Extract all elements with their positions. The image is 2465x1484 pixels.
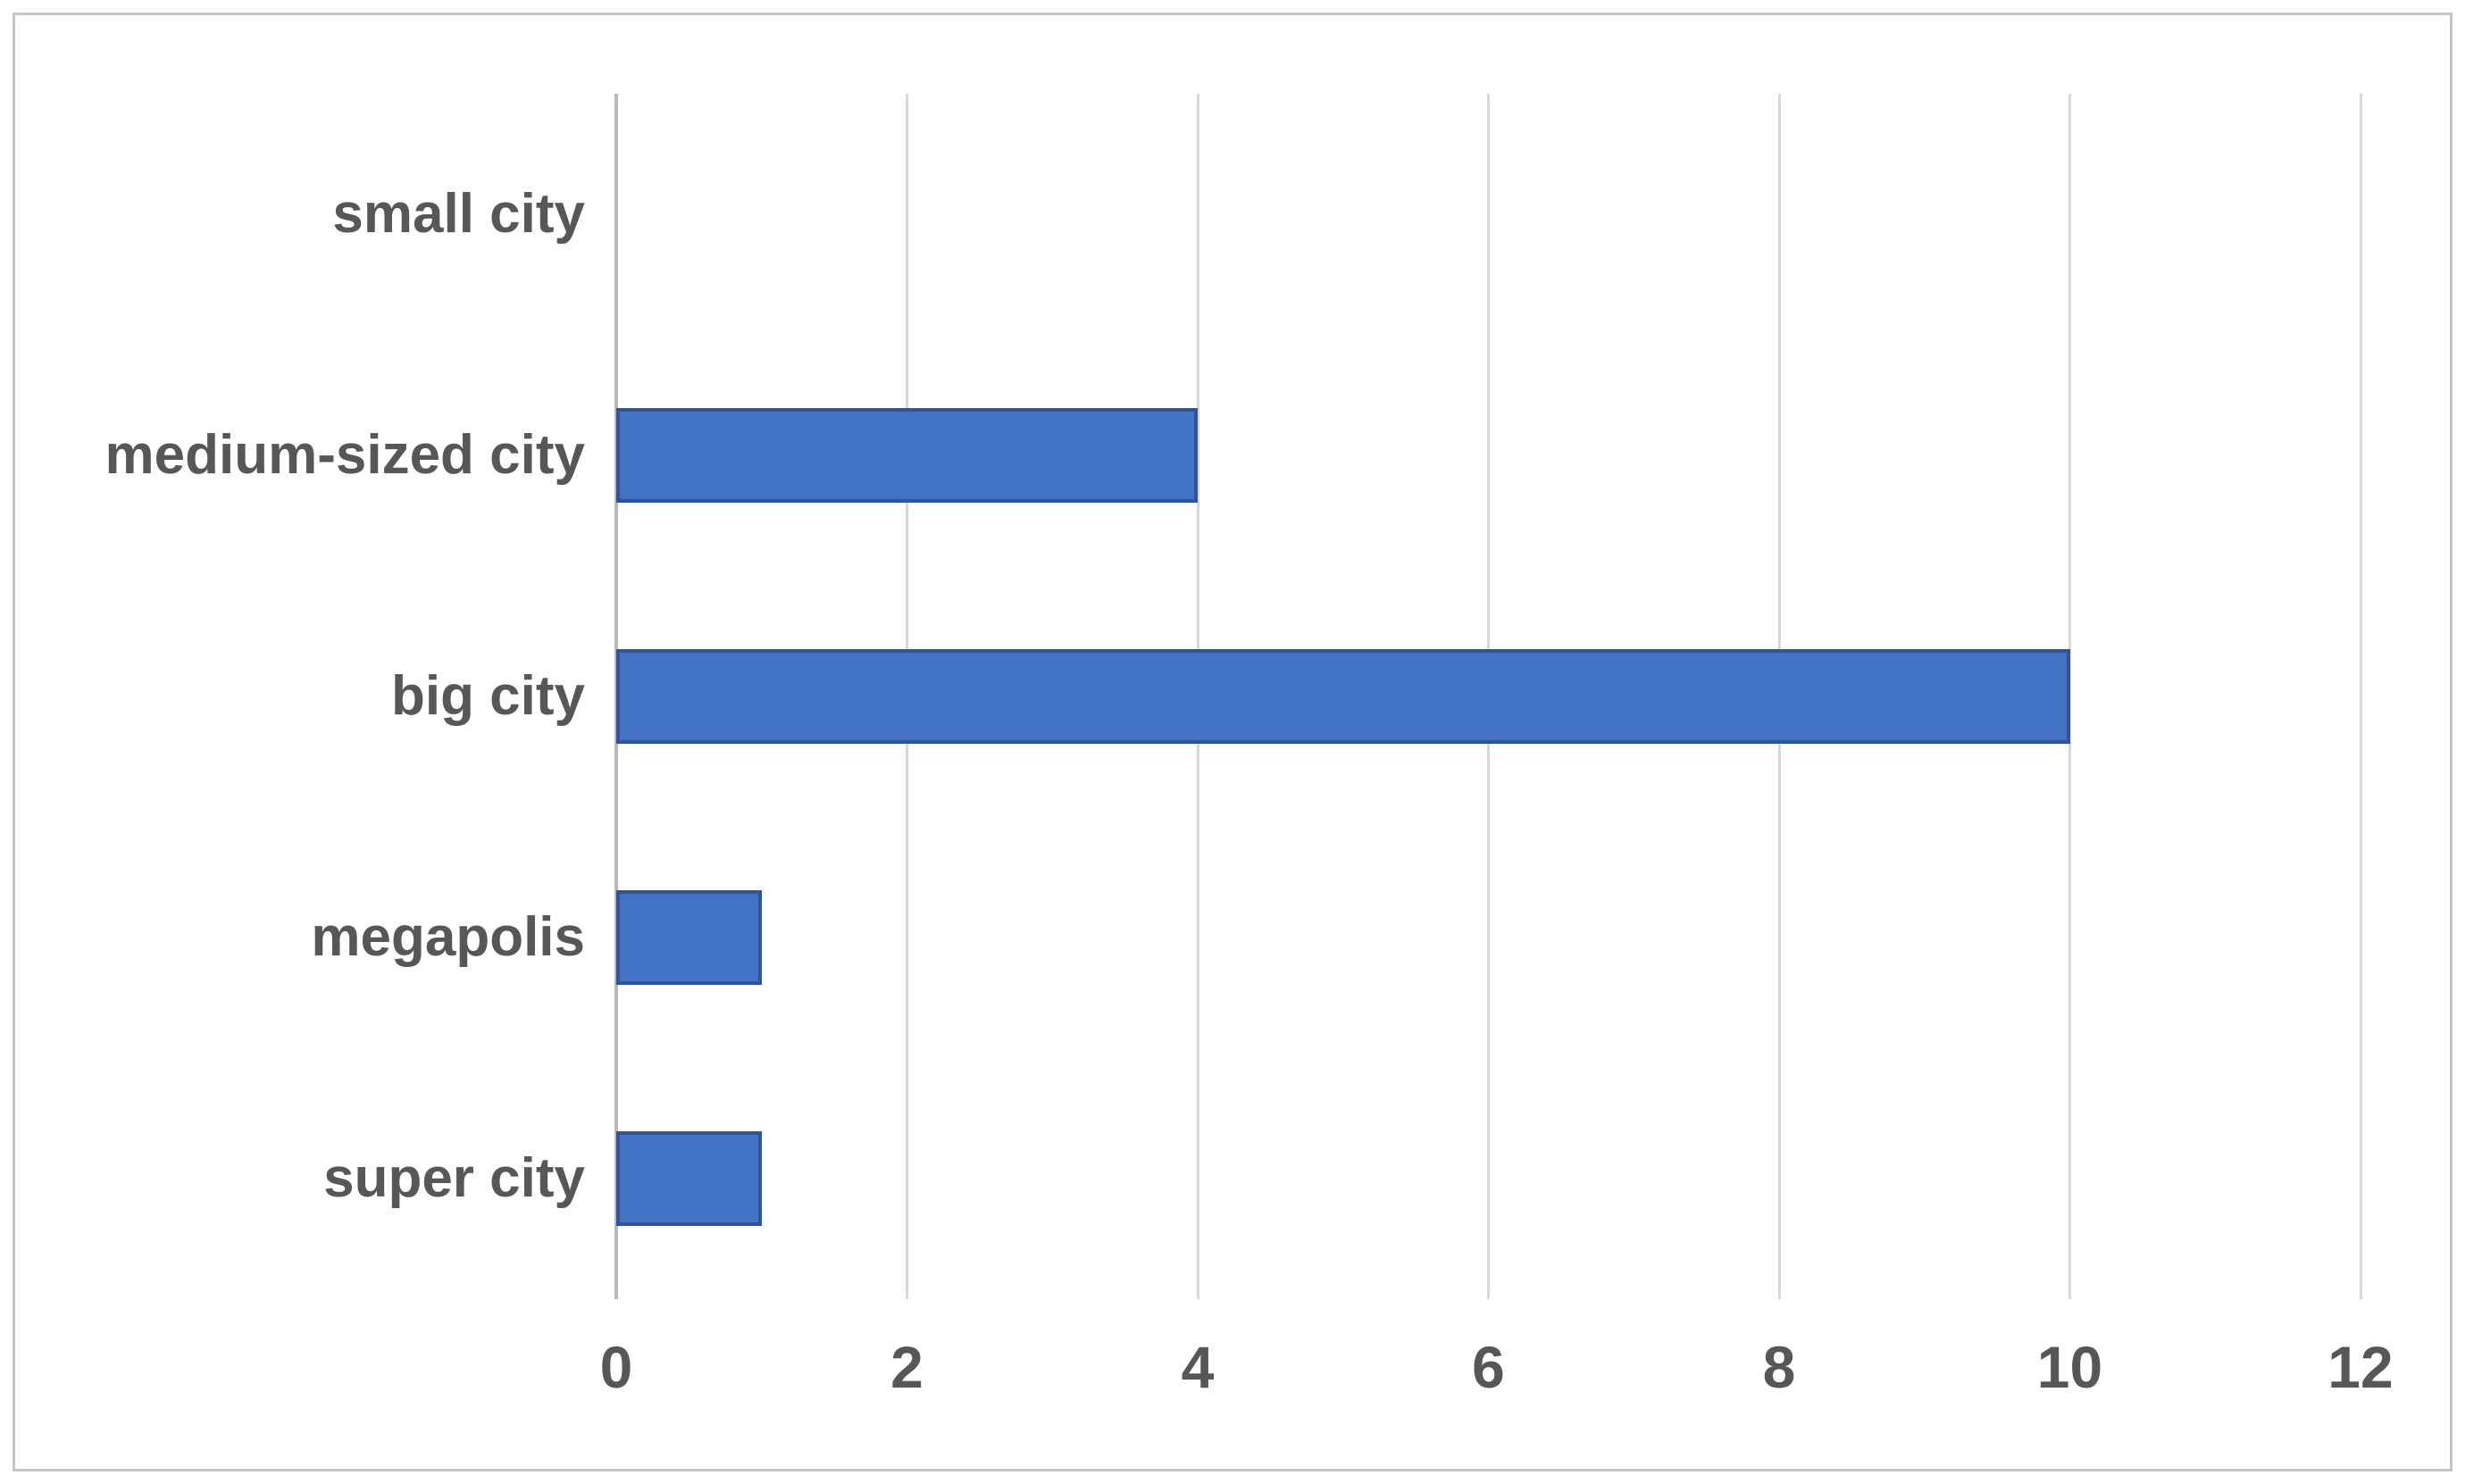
category-label-small-city: small city: [332, 183, 585, 245]
x-tick-label: 6: [1472, 1334, 1505, 1400]
x-tick-label: 2: [890, 1334, 923, 1400]
bar-big-city: [616, 649, 2070, 744]
category-label-big-city: big city: [390, 665, 585, 727]
category-label-super-city: super city: [323, 1147, 585, 1209]
gridline-x-12: [2359, 94, 2362, 1299]
x-tick-label: 0: [599, 1334, 633, 1400]
x-tick-label: 12: [2327, 1334, 2394, 1400]
x-tick-label: 8: [1762, 1334, 1796, 1400]
x-tick-label: 4: [1181, 1334, 1215, 1400]
gridline-x-10: [2068, 94, 2071, 1299]
bar-medium-sized-city: [616, 408, 1198, 503]
category-label-medium-sized-city: medium-sized city: [104, 424, 585, 486]
bar-super-city: [616, 1131, 762, 1226]
x-tick-label: 10: [2036, 1334, 2103, 1400]
bar-megapolis: [616, 890, 762, 985]
category-label-megapolis: megapolis: [311, 906, 585, 968]
